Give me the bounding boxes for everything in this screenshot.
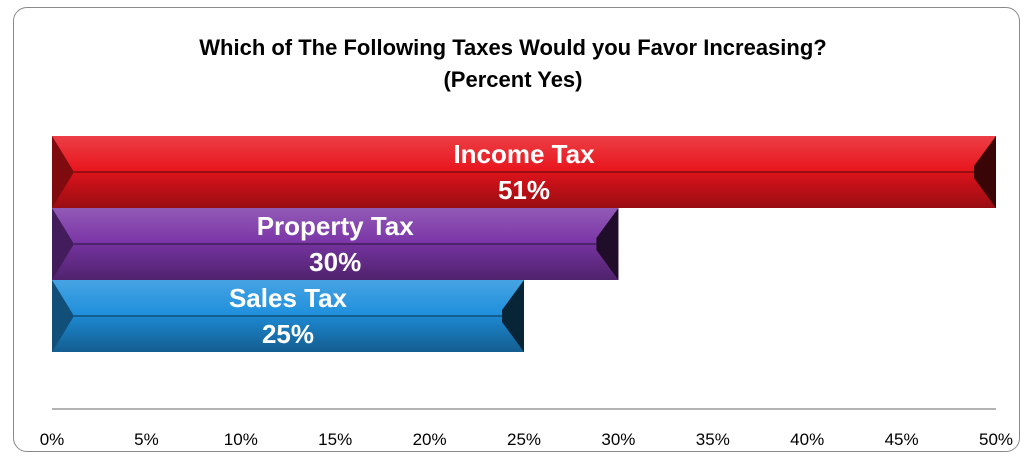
x-tick-label: 15% [318, 430, 352, 449]
chart-title: Which of The Following Taxes Would you F… [199, 35, 827, 60]
bar-category-label: Income Tax [453, 139, 595, 169]
x-tick-label: 10% [224, 430, 258, 449]
bar-category-label: Sales Tax [229, 283, 348, 313]
x-tick-label: 5% [134, 430, 159, 449]
chart-subtitle: (Percent Yes) [443, 67, 583, 92]
x-tick-label: 50% [979, 430, 1013, 449]
x-tick-label: 30% [601, 430, 635, 449]
bar-sales-tax [52, 280, 524, 352]
x-tick-label: 45% [885, 430, 919, 449]
bar-value-label: 30% [309, 247, 361, 277]
bar-value-label: 51% [498, 175, 550, 205]
x-tick-label: 25% [507, 430, 541, 449]
bar-income-tax [52, 136, 996, 208]
bar-property-tax [52, 208, 619, 280]
x-tick-label: 35% [696, 430, 730, 449]
bar-value-label: 25% [262, 319, 314, 349]
x-tick-label: 0% [40, 430, 65, 449]
x-tick-label: 20% [413, 430, 447, 449]
bar-category-label: Property Tax [257, 211, 415, 241]
x-tick-label: 40% [790, 430, 824, 449]
